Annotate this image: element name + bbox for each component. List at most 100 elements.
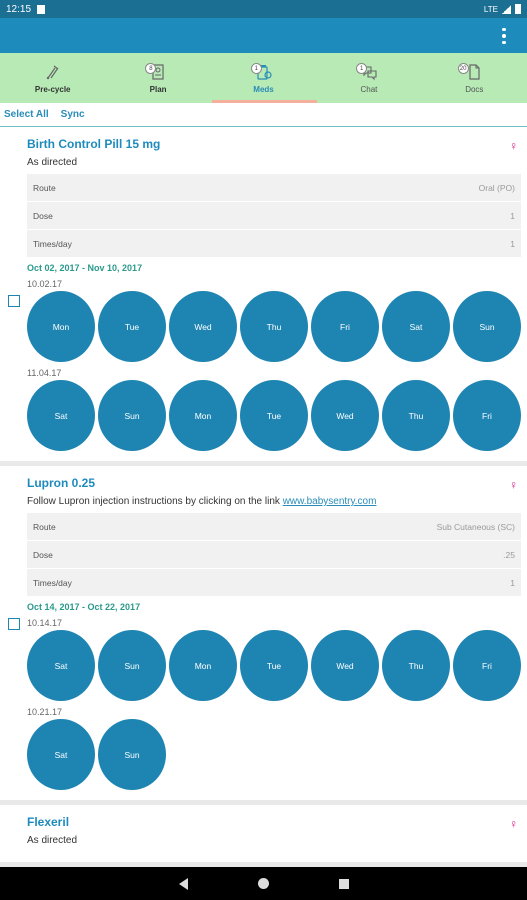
tab-label: Docs — [465, 85, 484, 94]
day-button[interactable]: Mon — [169, 630, 237, 701]
tab-badge: 1 — [250, 63, 262, 74]
tab-meds[interactable]: 1 Meds — [211, 53, 316, 103]
detail-value: 1 — [510, 210, 515, 221]
detail-label: Route — [33, 182, 56, 193]
med-instructions: Follow Lupron injection instructions by … — [27, 496, 521, 507]
detail-label: Dose — [33, 549, 53, 560]
female-icon: ♀ — [509, 139, 518, 153]
syringe-icon — [44, 63, 62, 81]
med-details-table: Route Sub Cutaneous (SC) Dose .25 Times/day 1 — [27, 513, 521, 597]
detail-value: .25 — [503, 549, 515, 560]
med-checkbox[interactable] — [8, 295, 20, 307]
day-button[interactable]: Mon — [27, 291, 95, 362]
day-button[interactable]: Fri — [453, 380, 521, 451]
detail-label: Times/day — [33, 238, 72, 249]
med-title[interactable]: Birth Control Pill 15 mg — [27, 137, 161, 151]
detail-row: Route Sub Cutaneous (SC) — [27, 513, 521, 541]
week-date-label: 10.21.17 — [27, 707, 63, 717]
week-date-label: 10.14.17 — [27, 618, 63, 628]
med-title[interactable]: Lupron 0.25 — [27, 476, 96, 490]
back-icon[interactable] — [178, 877, 188, 890]
recents-icon[interactable] — [338, 878, 349, 889]
docs-icon — [465, 63, 483, 81]
day-button[interactable]: Wed — [311, 380, 379, 451]
med-checkbox[interactable] — [8, 618, 20, 630]
tab-badge: 20 — [457, 63, 469, 74]
app-bar — [0, 18, 527, 53]
tab-label: Pre-cycle — [34, 85, 71, 94]
tab-badge: 1 — [356, 63, 368, 74]
detail-label: Times/day — [33, 577, 72, 588]
tab-docs[interactable]: 20 Docs — [422, 53, 527, 103]
day-button[interactable]: Sun — [98, 630, 166, 701]
day-button[interactable]: Wed — [169, 291, 237, 362]
detail-value: Oral (PO) — [478, 182, 515, 193]
day-button[interactable]: Sun — [98, 719, 166, 790]
android-nav-bar — [0, 867, 527, 900]
detail-row: Times/day 1 — [27, 569, 521, 597]
day-button[interactable]: Sun — [98, 380, 166, 451]
day-button[interactable]: Thu — [382, 630, 450, 701]
overflow-menu-icon[interactable] — [495, 26, 513, 46]
day-button[interactable]: Sat — [27, 630, 95, 701]
tab-badge: 8 — [145, 63, 157, 74]
status-indicators: LTE — [484, 4, 521, 14]
detail-row: Dose .25 — [27, 541, 521, 569]
detail-value: Sub Cutaneous (SC) — [436, 521, 515, 532]
day-button[interactable]: Tue — [98, 291, 166, 362]
tab-plan[interactable]: 8 Plan — [105, 53, 210, 103]
day-button[interactable]: Tue — [240, 630, 308, 701]
day-row: Sat Sun Mon Tue Wed Thu Fri — [27, 380, 521, 451]
day-button[interactable]: Fri — [311, 291, 379, 362]
med-title[interactable]: Flexeril — [27, 815, 70, 829]
day-row: Sat Sun — [27, 719, 521, 790]
date-range: Oct 02, 2017 - Nov 10, 2017 — [27, 263, 143, 273]
day-button[interactable]: Tue — [240, 380, 308, 451]
home-icon[interactable] — [257, 878, 269, 889]
sd-card-icon — [37, 4, 46, 14]
detail-row: Route Oral (PO) — [27, 174, 521, 202]
med-card: Flexeril ♀ As directed — [0, 805, 527, 867]
week-date-label: 10.02.17 — [27, 279, 63, 289]
day-button[interactable]: Sat — [27, 380, 95, 451]
instructions-link[interactable]: www.babysentry.com — [282, 496, 377, 507]
day-button[interactable]: Fri — [453, 630, 521, 701]
tab-label: Meds — [253, 85, 274, 94]
detail-label: Route — [33, 521, 56, 532]
female-icon: ♀ — [509, 478, 518, 492]
med-instructions: As directed — [27, 835, 521, 846]
week-date-label: 11.04.17 — [27, 368, 62, 378]
select-all-button[interactable]: Select All — [4, 109, 49, 120]
med-card: Lupron 0.25 ♀ Follow Lupron injection inst… — [0, 466, 527, 805]
female-icon: ♀ — [509, 817, 518, 831]
day-button[interactable]: Sat — [27, 719, 95, 790]
tab-chat[interactable]: 1 Chat — [316, 53, 421, 103]
selection-toolbar: Select All Sync — [0, 103, 527, 127]
day-button[interactable]: Sun — [453, 291, 521, 362]
tab-pre-cycle[interactable]: Pre-cycle — [0, 53, 105, 103]
meds-list[interactable]: Birth Control Pill 15 mg ♀ As directed Rout… — [0, 127, 527, 867]
sync-button[interactable]: Sync — [60, 109, 85, 120]
detail-row: Times/day 1 — [27, 230, 521, 258]
battery-icon — [515, 4, 521, 14]
day-button[interactable]: Thu — [240, 291, 308, 362]
tab-bar: Pre-cycle 8 Plan 1 Meds 1 Chat 20 Docs — [0, 53, 527, 103]
med-instructions-text: As directed — [27, 835, 78, 846]
detail-value: 1 — [510, 577, 515, 588]
med-instructions: As directed — [27, 157, 521, 168]
day-button[interactable]: Sat — [382, 291, 450, 362]
date-range: Oct 14, 2017 - Oct 22, 2017 — [27, 602, 141, 612]
day-button[interactable]: Wed — [311, 630, 379, 701]
day-button[interactable]: Mon — [169, 380, 237, 451]
signal-icon — [502, 4, 511, 14]
day-button[interactable]: Thu — [382, 380, 450, 451]
status-time: 12:15 — [6, 3, 32, 15]
active-tab-indicator — [212, 100, 317, 103]
day-row: Sat Sun Mon Tue Wed Thu Fri — [27, 630, 521, 701]
detail-label: Dose — [33, 210, 53, 221]
detail-value: 1 — [510, 238, 515, 249]
tab-label: Chat — [360, 85, 378, 94]
med-instructions-text: Follow Lupron injection instructions by … — [27, 496, 283, 507]
status-bar: 12:15 LTE — [0, 0, 527, 18]
day-row: Mon Tue Wed Thu Fri Sat Sun — [27, 291, 521, 362]
